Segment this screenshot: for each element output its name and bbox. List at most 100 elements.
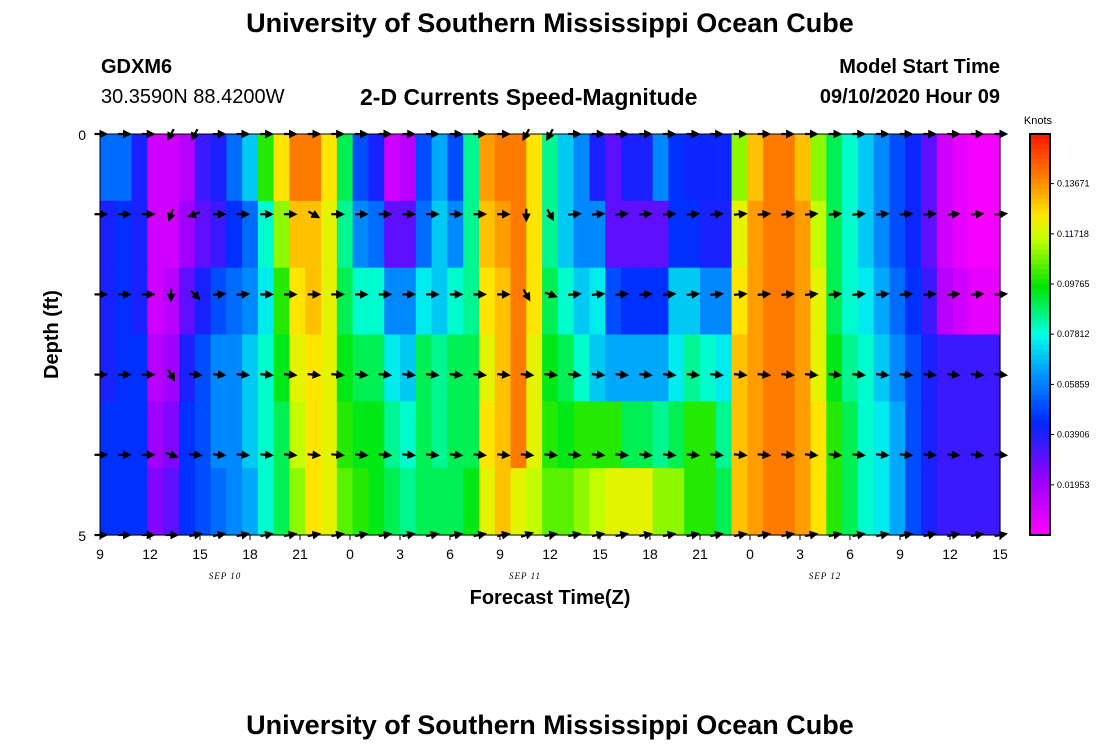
current-arrow (639, 370, 653, 379)
heatmap-cell (163, 401, 180, 469)
x-tick-label: 9 (96, 546, 104, 562)
colorbar-segment (1030, 419, 1050, 426)
heatmap-cell (431, 134, 448, 202)
heatmap-cell (984, 334, 1001, 402)
current-arrow (545, 208, 555, 222)
colorbar-segment (1030, 424, 1050, 431)
heatmap-cell (873, 267, 891, 336)
heatmap-cell (652, 401, 670, 469)
colorbar-label: 0.01953 (1057, 480, 1090, 490)
current-arrow (662, 370, 677, 379)
heatmap-cell (921, 200, 938, 269)
heatmap-cell (163, 468, 180, 536)
heatmap-cell (700, 267, 717, 336)
heatmap-cell (984, 200, 1001, 269)
heatmap-cell (194, 468, 212, 536)
current-arrow (970, 450, 985, 460)
heatmap-cell (415, 200, 433, 269)
current-arrow (236, 370, 251, 379)
heatmap-cell (368, 334, 385, 402)
heatmap-cell (478, 468, 496, 536)
heatmap-cell (652, 334, 670, 402)
heatmap-cell (494, 401, 512, 469)
current-arrow (828, 370, 843, 379)
x-tick-label: 9 (896, 546, 904, 562)
heatmap-cell (984, 468, 1001, 536)
heatmap-cell (936, 334, 954, 402)
heatmap-cell (494, 468, 512, 536)
current-arrow (970, 290, 985, 299)
heatmap-cell (605, 267, 622, 336)
current-arrow (804, 209, 819, 219)
current-arrow (354, 370, 369, 379)
heatmap-cell (636, 134, 654, 202)
colorbar-segment (1030, 509, 1050, 516)
heatmap-cell (636, 468, 654, 536)
current-arrow (710, 209, 724, 219)
heatmap-cell (400, 267, 417, 336)
station-id: GDXM6 (101, 56, 173, 78)
heatmap-cell (921, 267, 938, 336)
heatmap-cell (605, 200, 622, 269)
heatmap-cell (589, 334, 606, 402)
heatmap-cell (305, 468, 322, 536)
colorbar-segment (1030, 289, 1050, 295)
heatmap-cell (210, 200, 227, 269)
heatmap-cell (636, 401, 654, 469)
heatmap-cell (810, 468, 827, 536)
heatmap-cell (494, 134, 512, 202)
heatmap-cell (447, 468, 464, 536)
x-tick-label: 3 (796, 546, 804, 562)
y-tick-label: 5 (78, 528, 86, 544)
heatmap-cell (905, 334, 922, 402)
current-arrow (331, 370, 345, 379)
heatmap-cell (242, 200, 259, 269)
heatmap-cell (557, 134, 575, 202)
heatmap-cell (984, 267, 1001, 336)
heatmap-cell (100, 468, 117, 536)
heatmap-cell (700, 401, 717, 469)
heatmap-cell (478, 334, 496, 402)
heatmap-cell (826, 334, 843, 402)
heatmap-cell (178, 267, 196, 336)
heatmap-cell (889, 468, 906, 536)
current-arrow (947, 370, 961, 379)
heatmap-cell (794, 267, 812, 336)
current-arrow (710, 370, 724, 379)
heatmap-cell (463, 401, 480, 469)
heatmap-cell (289, 134, 306, 202)
heatmap-cell (542, 267, 559, 336)
heatmap-cell (210, 267, 227, 336)
heatmap-cell (384, 334, 401, 402)
heatmap-cell (684, 401, 701, 469)
current-arrow (757, 450, 772, 460)
heatmap-cell (636, 200, 654, 269)
colorbar-segment (1030, 279, 1050, 285)
heatmap-cell (226, 468, 243, 536)
heatmap-cell (636, 267, 654, 336)
current-arrow (591, 209, 606, 219)
heatmap-cell (447, 401, 464, 469)
heatmap-cell (321, 468, 338, 536)
heatmap-cell (763, 334, 780, 402)
heatmap-cell (794, 468, 812, 536)
colorbar-segment (1030, 484, 1050, 491)
heatmap-cell (621, 468, 638, 536)
heatmap-cell (605, 468, 622, 536)
heatmap-cell (826, 401, 843, 469)
heatmap-cell (873, 134, 891, 202)
current-arrow (733, 450, 748, 460)
model-start-value: 09/10/2020 Hour 09 (819, 86, 1000, 108)
heatmap-cell (573, 134, 591, 202)
heatmap-cell (968, 134, 985, 202)
colorbar-segment (1030, 139, 1050, 145)
current-arrow (212, 290, 227, 299)
heatmap-cell (921, 134, 938, 202)
heatmap-cell (747, 134, 764, 202)
heatmap-cell (131, 267, 148, 336)
current-arrow (212, 370, 227, 379)
heatmap-cell (731, 200, 748, 269)
heatmap-cell (700, 468, 717, 536)
heatmap-cell (557, 200, 575, 269)
heatmap-cell (526, 134, 543, 202)
